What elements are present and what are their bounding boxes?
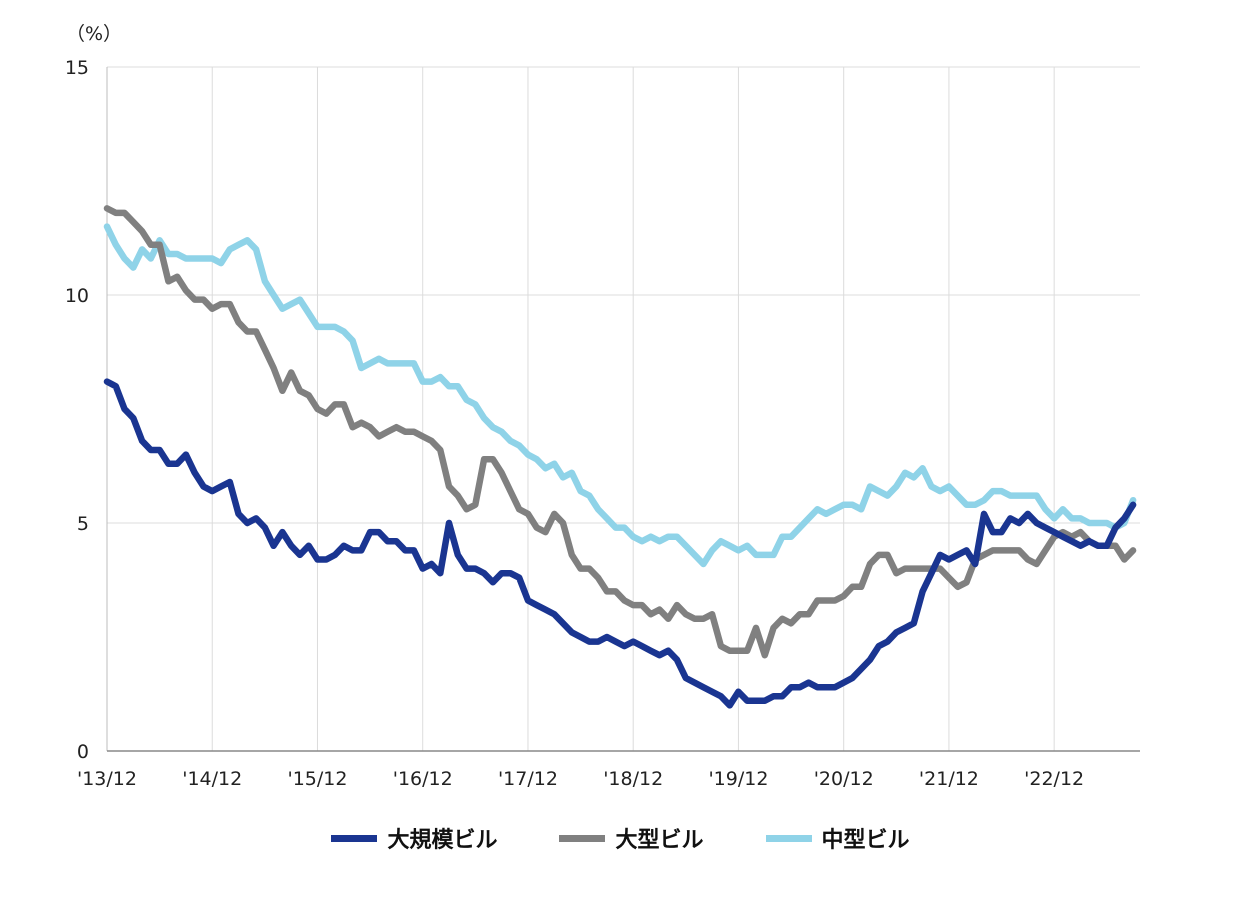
axes xyxy=(106,67,1140,752)
x-tick-label: '19/12 xyxy=(708,768,768,790)
x-tick-label: '14/12 xyxy=(182,768,242,790)
series-lines xyxy=(103,205,1137,709)
legend-item-series-1: 大規模ビル xyxy=(331,822,497,854)
x-tick-label: '22/12 xyxy=(1024,768,1084,790)
y-tick-label: 0 xyxy=(77,741,89,763)
x-tick-labels: '13/12 '14/12 '15/12 '16/12 '17/12 '18/12 '19/… xyxy=(77,768,1084,790)
x-tick-label: '20/12 xyxy=(814,768,874,790)
x-tick-label: '13/12 xyxy=(77,768,137,790)
x-tick-label: '17/12 xyxy=(498,768,558,790)
y-tick-label: 15 xyxy=(65,57,89,79)
legend-label-series-2: 大型ビル xyxy=(615,828,704,853)
legend-item-series-3: 中型ビル xyxy=(765,822,910,854)
y-tick-label: 5 xyxy=(77,513,89,535)
legend-item-series-2: 大型ビル xyxy=(559,822,704,854)
x-tick-label: '21/12 xyxy=(919,768,979,790)
legend-label-series-1: 大規模ビル xyxy=(387,828,498,853)
y-tick-label: 10 xyxy=(65,285,89,307)
y-tick-labels: 0 5 10 15 xyxy=(65,57,89,763)
legend-swatch-series-3 xyxy=(765,834,812,842)
legend-swatch-series-1 xyxy=(331,834,378,842)
y-axis-unit-label: （%） xyxy=(66,23,122,45)
legend-label-series-3: 中型ビル xyxy=(821,828,910,853)
x-tick-label: '18/12 xyxy=(603,768,663,790)
legend: 大規模ビル 大型ビル 中型ビル xyxy=(0,818,1241,858)
series-line-1 xyxy=(103,378,1137,709)
x-tick-label: '15/12 xyxy=(287,768,347,790)
series-line-2 xyxy=(103,205,1137,659)
series-line-3 xyxy=(103,223,1137,568)
legend-swatch-series-2 xyxy=(559,834,606,842)
x-tick-label: '16/12 xyxy=(393,768,453,790)
